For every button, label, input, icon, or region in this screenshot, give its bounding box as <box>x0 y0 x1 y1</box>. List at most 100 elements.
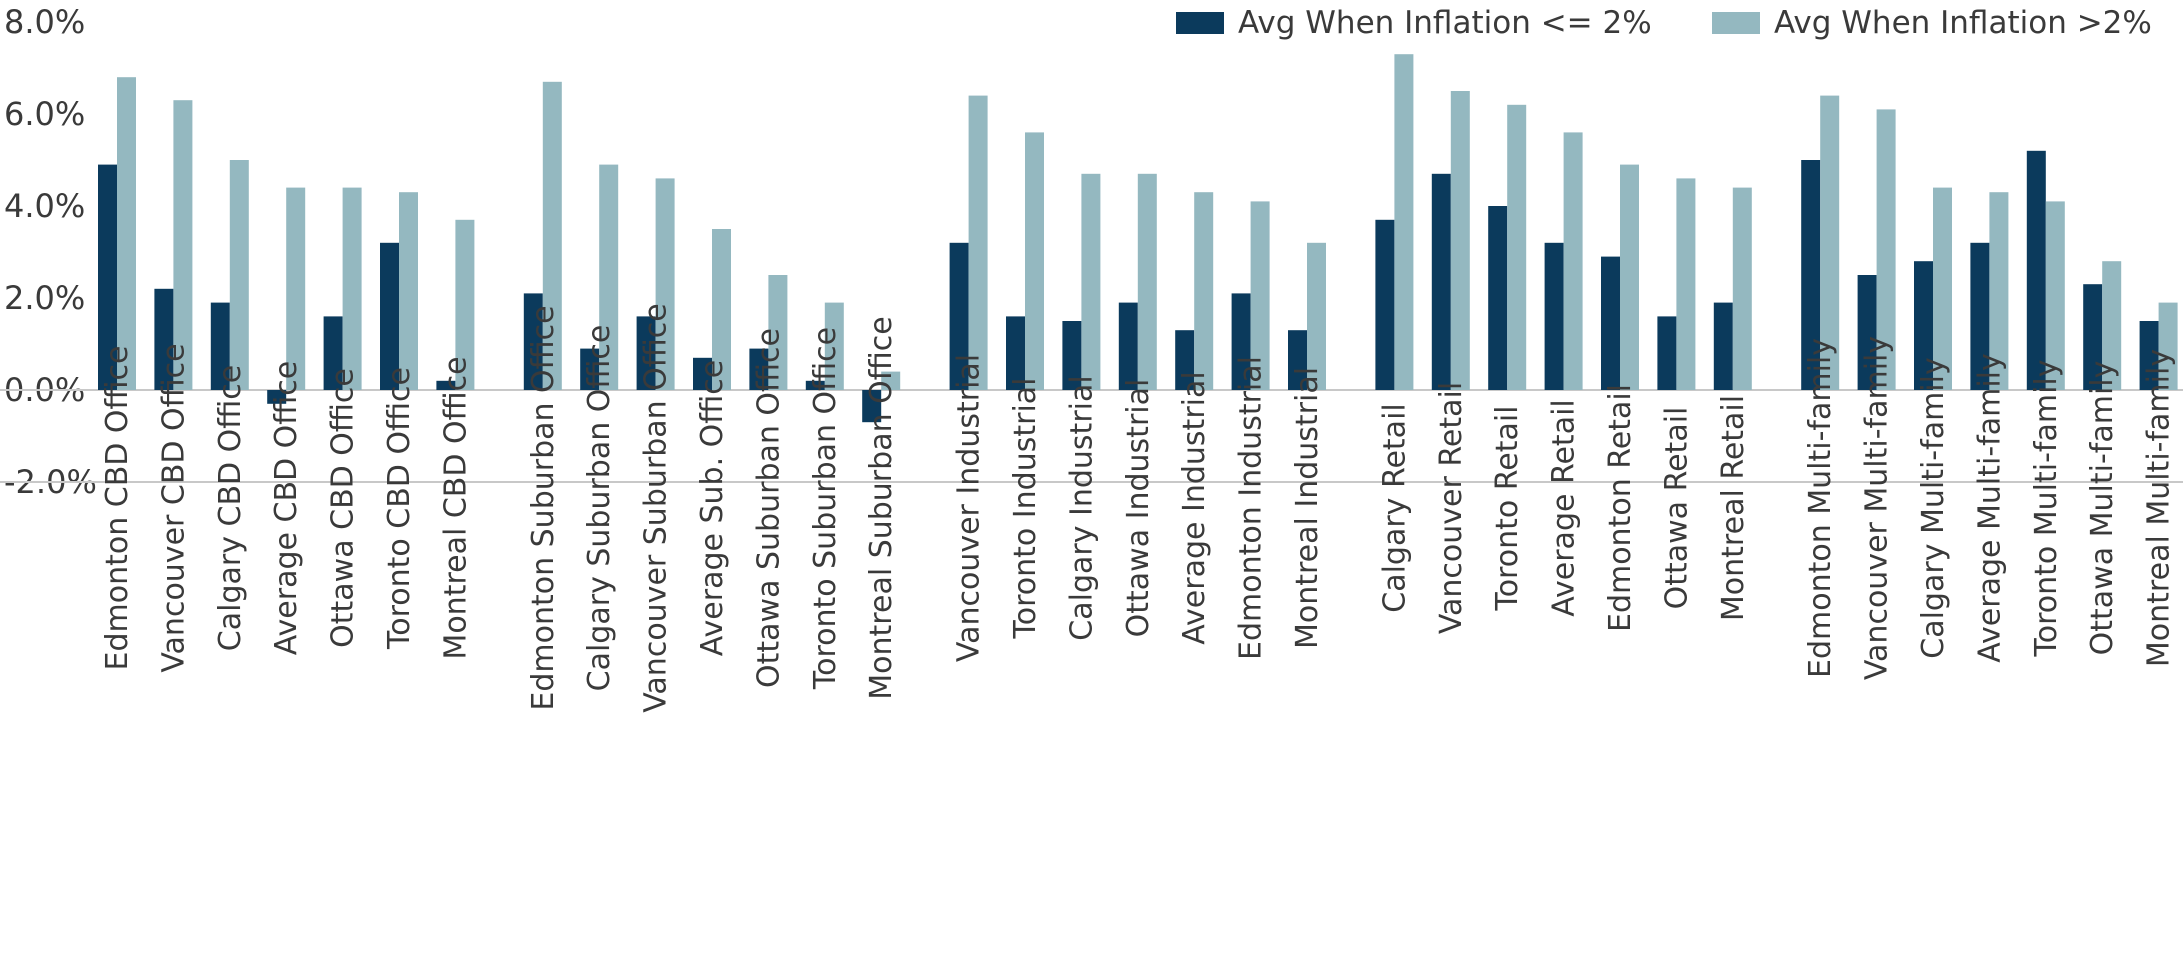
bar-inflation-low <box>862 390 882 423</box>
bar-inflation-high <box>117 77 136 390</box>
bar-inflation-low <box>1118 302 1138 390</box>
category-label: Montreal Suburban Office <box>864 316 899 699</box>
y-tick-label: 4.0% <box>4 187 85 225</box>
bar-inflation-high <box>173 100 193 390</box>
bar-inflation-low <box>1657 316 1677 390</box>
bar-inflation-low <box>949 242 969 390</box>
bar-inflation-low <box>1801 160 1821 390</box>
category-label: Montreal CBD Office <box>438 356 473 659</box>
bar-inflation-high <box>286 187 306 390</box>
bar-inflation-high <box>1507 104 1527 391</box>
bar-inflation-low <box>436 380 456 390</box>
bar-inflation-high <box>1676 178 1696 390</box>
bar-inflation-low <box>1231 293 1251 390</box>
bar-inflation-high <box>342 187 362 390</box>
bar-inflation-low <box>1857 275 1877 390</box>
category-label: Toronto CBD Office <box>382 367 417 650</box>
category-label: Toronto Industrial <box>1008 378 1043 640</box>
category-label: Edmonton Retail <box>1603 384 1638 632</box>
bar-inflation-high <box>1820 95 1840 390</box>
bar-inflation-low <box>693 357 712 390</box>
category-label: Calgary Industrial <box>1064 375 1099 640</box>
category-label: Vancouver CBD Office <box>156 343 191 672</box>
bar-inflation-high <box>712 229 731 390</box>
category-label: Ottawa CBD Office <box>326 368 361 648</box>
bar-inflation-high <box>824 302 844 390</box>
category-label-layer: Edmonton CBD Office Vancouver CBD Office C… <box>100 303 2177 713</box>
bar-inflation-low <box>805 380 825 390</box>
bar-inflation-high <box>1194 192 1214 390</box>
category-label: Montreal Multi-family <box>2142 349 2177 667</box>
category-label: Average Multi-family <box>1972 353 2007 662</box>
bar-inflation-low <box>1006 316 1025 390</box>
bar-inflation-high <box>768 275 788 390</box>
bar-inflation-low <box>580 348 600 390</box>
bar-inflation-low <box>1713 302 1733 390</box>
category-label: Average CBD Office <box>269 361 304 655</box>
legend-label-inflation-low: Avg When Inflation <= 2% <box>1238 5 1652 41</box>
category-label: Toronto Retail <box>1490 405 1525 611</box>
category-label: Ottawa Multi-family <box>2085 361 2120 656</box>
bar-inflation-low <box>2026 150 2046 390</box>
bar-inflation-low <box>523 293 543 390</box>
category-label: Montreal Retail <box>1716 395 1751 621</box>
bar-inflation-high <box>599 164 619 390</box>
bar-layer <box>98 54 2178 423</box>
bar-inflation-low <box>1431 173 1451 390</box>
bar-inflation-low <box>267 390 287 404</box>
bar-inflation-low <box>323 316 343 390</box>
category-label: Toronto Suburban Office <box>808 327 843 690</box>
bar-inflation-low <box>1175 330 1195 390</box>
y-tick-label: 2.0% <box>4 279 85 317</box>
bar-inflation-low <box>154 288 174 390</box>
category-label: Edmonton Multi-family <box>1803 338 1838 678</box>
category-label: Calgary Suburban Office <box>582 325 617 692</box>
legend-swatch-inflation-low <box>1176 12 1224 34</box>
legend: Avg When Inflation <= 2% Avg When Inflat… <box>1176 5 2152 41</box>
bar-inflation-low <box>1601 256 1620 390</box>
bar-inflation-low <box>1062 321 1082 390</box>
category-label: Vancouver Retail <box>1434 382 1469 634</box>
bar-inflation-high <box>1989 192 2009 390</box>
category-label: Edmonton CBD Office <box>100 346 135 671</box>
bar-inflation-low <box>1288 330 1307 390</box>
category-label: Average Retail <box>1547 399 1582 617</box>
y-tick-label: 8.0% <box>4 3 85 41</box>
bar-inflation-low <box>749 348 769 390</box>
category-label: Toronto Multi-family <box>2029 359 2064 657</box>
category-label: Average Sub. Office <box>695 360 730 656</box>
bar-inflation-high <box>229 160 249 390</box>
bar-inflation-high <box>1933 187 1952 390</box>
bar-inflation-high <box>1250 201 1270 390</box>
bar-inflation-low <box>1375 219 1395 390</box>
category-label: Ottawa Suburban Office <box>751 328 786 688</box>
bar-inflation-low <box>636 316 656 390</box>
bar-inflation-high <box>1307 242 1326 390</box>
bar-inflation-low <box>380 242 399 390</box>
bar-inflation-high <box>1620 164 1639 390</box>
bar-inflation-high <box>1394 54 1414 390</box>
bar-inflation-high <box>1025 132 1044 390</box>
legend-label-inflation-high: Avg When Inflation >2% <box>1774 5 2152 41</box>
category-label: Ottawa Retail <box>1659 407 1694 610</box>
bar-inflation-low <box>1914 261 1933 390</box>
bar-inflation-high <box>2102 261 2122 390</box>
bar-inflation-high <box>2158 302 2178 390</box>
category-label: Edmonton Suburban Office <box>526 305 561 710</box>
category-label: Vancouver Industrial <box>952 354 987 662</box>
bar-inflation-high <box>455 219 475 390</box>
bar-inflation-high <box>1081 173 1101 390</box>
bar-inflation-low <box>2083 284 2103 390</box>
category-label: Average Industrial <box>1177 371 1212 644</box>
bar-inflation-high <box>1732 187 1752 390</box>
bar-inflation-low <box>1970 242 1990 390</box>
bar-inflation-high <box>1876 109 1896 391</box>
category-label: Edmonton Industrial <box>1234 356 1269 660</box>
category-label: Vancouver Multi-family <box>1860 336 1895 680</box>
bar-inflation-low <box>210 302 230 390</box>
bar-inflation-high <box>2045 201 2065 390</box>
y-tick-label: 6.0% <box>4 95 85 133</box>
bar-inflation-high <box>1137 173 1157 390</box>
